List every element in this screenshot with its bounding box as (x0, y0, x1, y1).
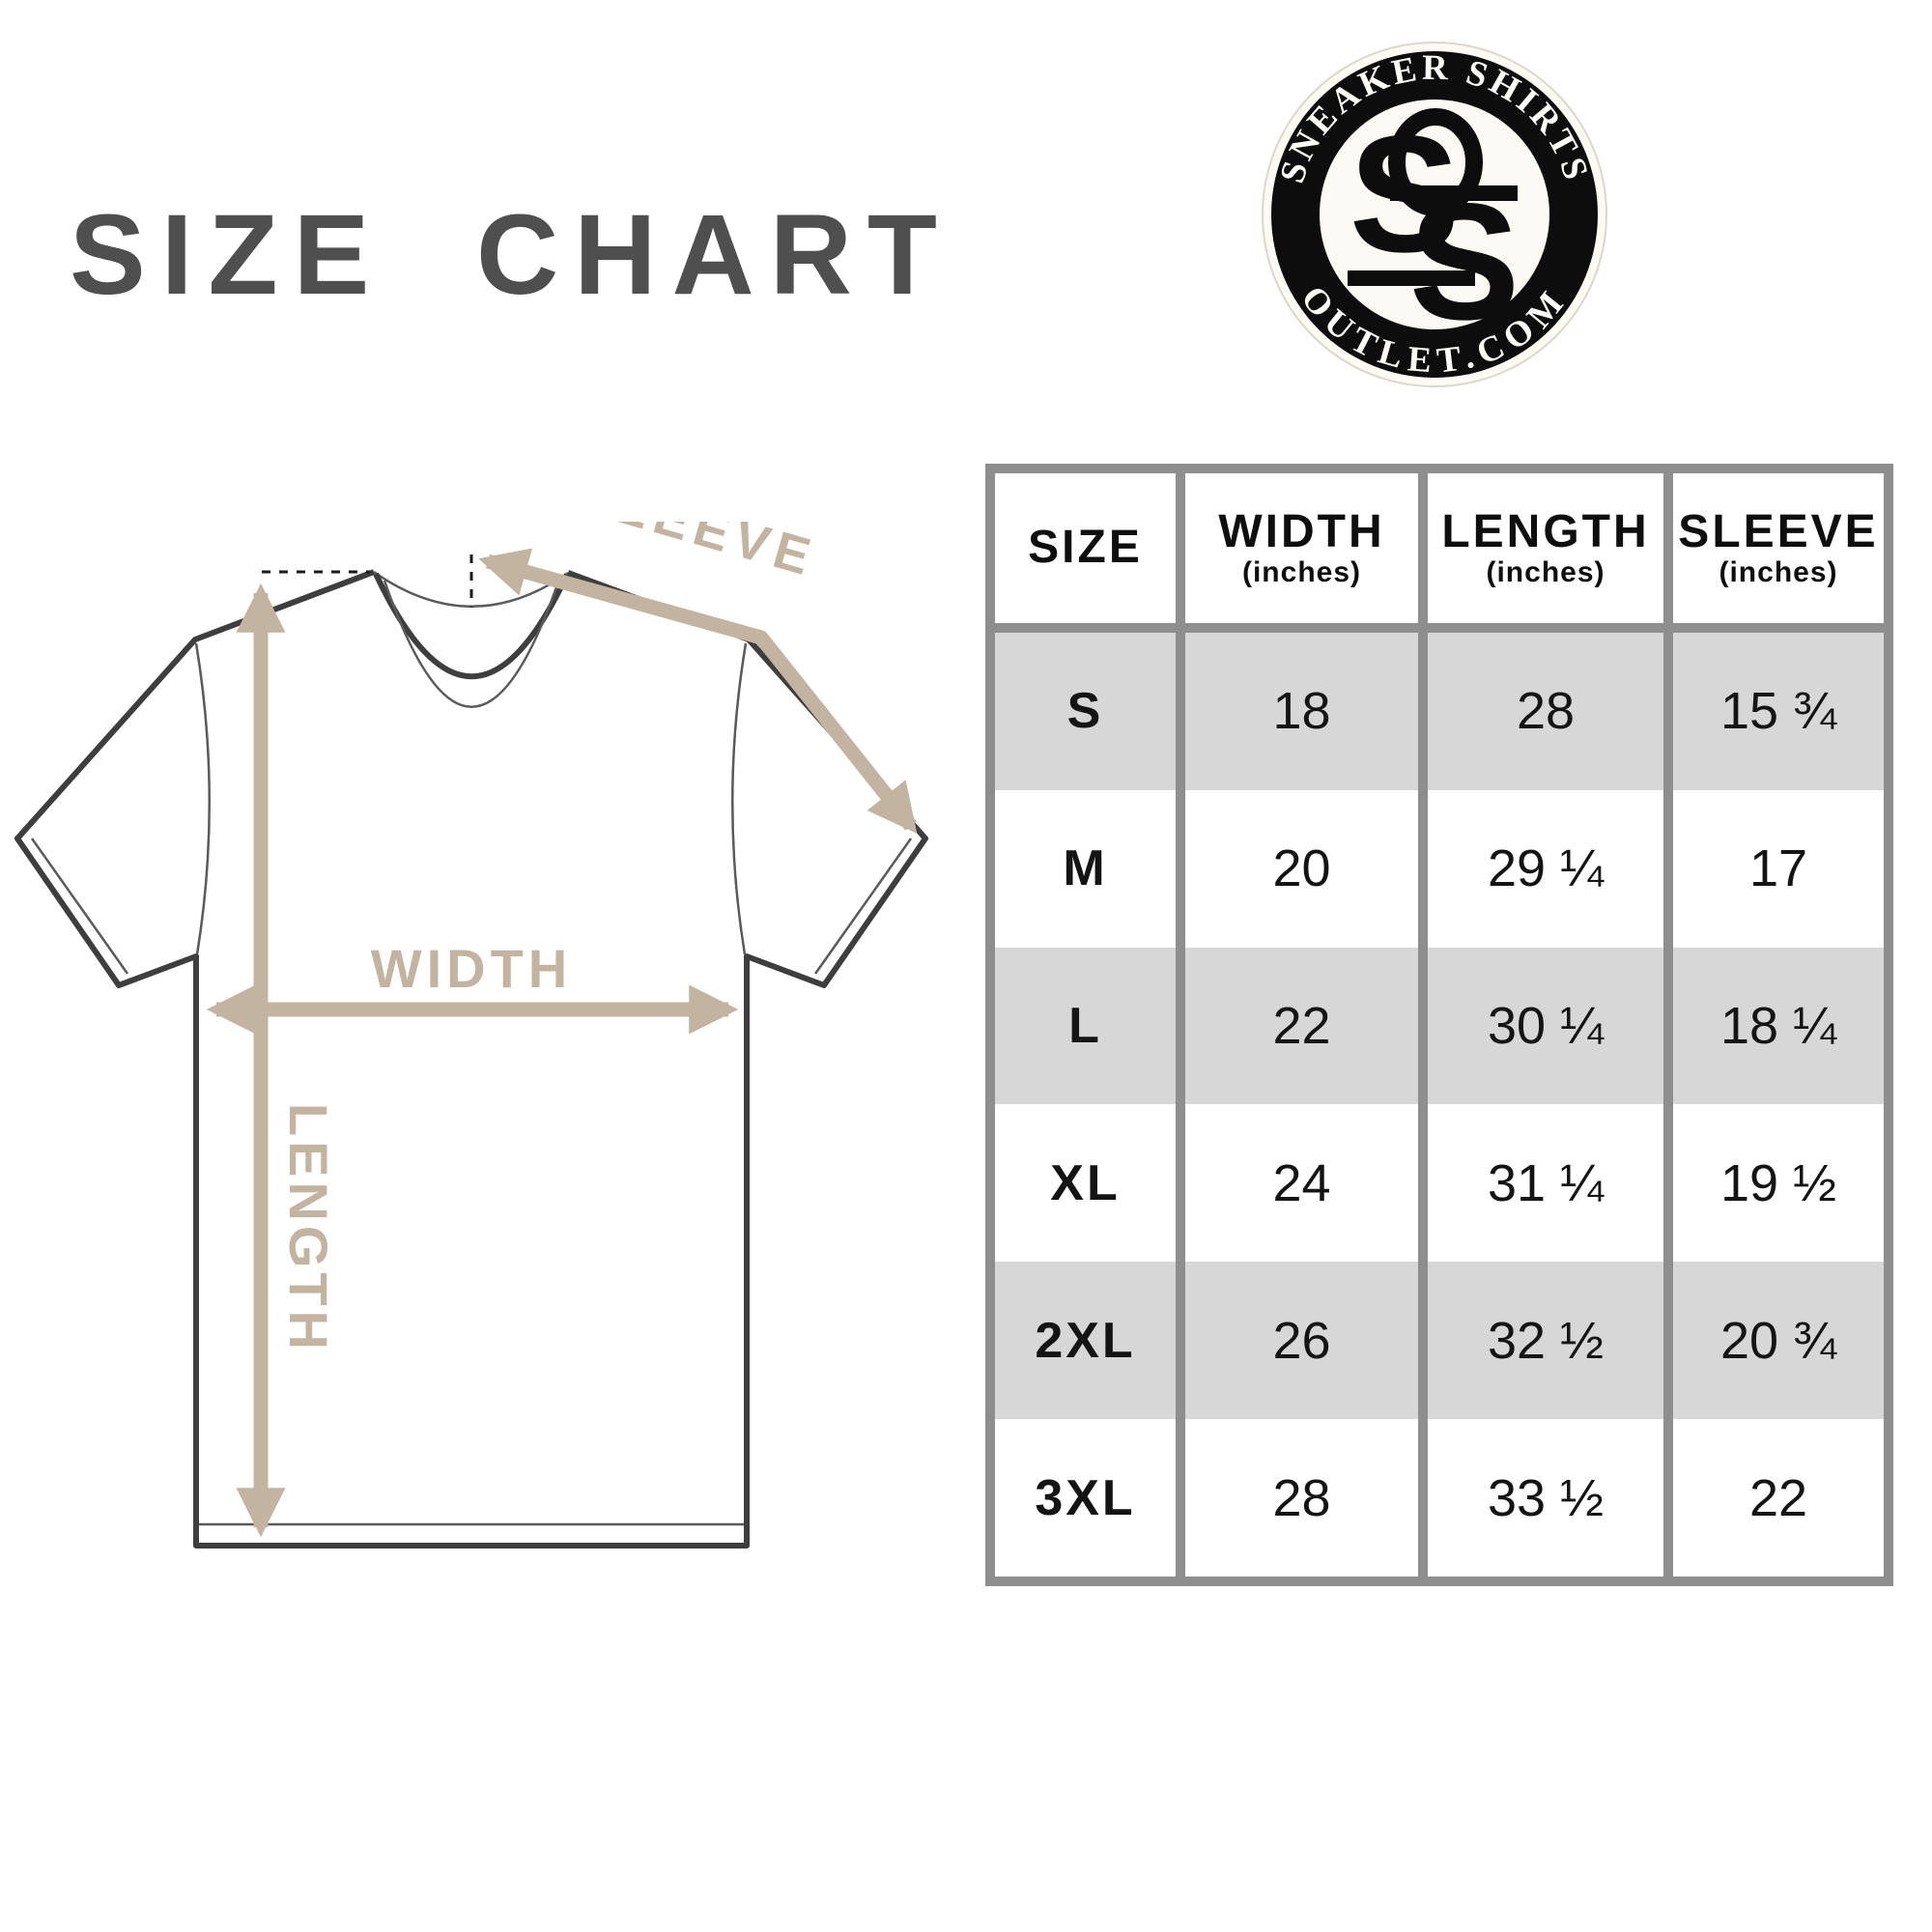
length-cell: 30 ¼ (1428, 947, 1663, 1105)
sleeve-arrow (478, 548, 918, 834)
monogram-s1: S (1350, 101, 1461, 287)
sleeve-cell: 19 ½ (1673, 1104, 1884, 1263)
length-cell: 31 ¼ (1428, 1104, 1663, 1263)
column-header-width: WIDTH (inches) (1185, 473, 1418, 633)
size-cell: S (995, 633, 1176, 790)
right-cuff-seam (813, 838, 913, 975)
width-cell: 18 (1185, 633, 1418, 790)
length-cell: 29 ¼ (1428, 789, 1663, 948)
sleeve-cell: 20 ¾ (1673, 1262, 1884, 1420)
monogram-o-ring (1388, 108, 1483, 216)
width-cell: 20 (1185, 789, 1418, 948)
sleeve-cell: 18 ¼ (1673, 947, 1884, 1105)
column-header-length: LENGTH (inches) (1428, 473, 1663, 633)
sso-monogram-icon: S S (1348, 101, 1520, 355)
width-label: WIDTH (371, 938, 573, 999)
column-header-label: WIDTH (1218, 505, 1385, 557)
left-armhole-seam (194, 642, 211, 955)
column-header-label: LENGTH (1441, 505, 1650, 557)
sleeve-label: SLEEVE (570, 522, 823, 588)
length-cell: 33 ½ (1428, 1419, 1663, 1577)
table-column-width: WIDTH (inches) 18 20 22 24 26 28 (1185, 473, 1418, 1577)
column-header-label: SIZE (1028, 522, 1143, 574)
size-cell: 3XL (995, 1419, 1176, 1577)
length-cell: 32 ½ (1428, 1262, 1663, 1420)
brand-logo: SNEAKER SHIRTS OUTLET.COM S S (1262, 42, 1607, 387)
sleeve-cell: 22 (1673, 1419, 1884, 1577)
page-title: SIZE CHART (70, 191, 952, 319)
column-header-sub: (inches) (1241, 556, 1362, 589)
width-cell: 24 (1185, 1104, 1418, 1263)
column-header-size: SIZE (995, 473, 1176, 633)
size-table: SIZE S M L XL 2XL 3XL WIDTH (inches) 18 … (985, 464, 1893, 1586)
size-cell: M (995, 789, 1176, 948)
width-cell: 22 (1185, 947, 1418, 1105)
monogram-bar-bottom (1348, 270, 1475, 286)
length-cell: 28 (1428, 633, 1663, 790)
monogram-s2: S (1409, 169, 1520, 355)
monogram-bar-top (1390, 185, 1518, 201)
table-column-sleeve: SLEEVE (inches) 15 ¾ 17 18 ¼ 19 ½ 20 ¾ 2… (1673, 473, 1884, 1577)
width-cell: 28 (1185, 1419, 1418, 1577)
length-label: LENGTH (278, 1103, 339, 1354)
column-header-sub: (inches) (1486, 556, 1605, 589)
sleeve-cell: 17 (1673, 789, 1884, 948)
size-cell: 2XL (995, 1262, 1176, 1420)
column-header-label: SLEEVE (1678, 505, 1879, 557)
width-cell: 26 (1185, 1262, 1418, 1420)
left-cuff-seam (30, 838, 129, 975)
table-column-size: SIZE S M L XL 2XL 3XL (995, 473, 1176, 1577)
column-header-sub: (inches) (1719, 556, 1838, 589)
size-cell: XL (995, 1104, 1176, 1263)
tshirt-measurement-diagram: WIDTH LENGTH SLEEVE (14, 522, 928, 1548)
size-cell: L (995, 947, 1176, 1105)
column-header-sleeve: SLEEVE (inches) (1673, 473, 1884, 633)
tshirt-body-fill (17, 572, 925, 1546)
table-column-length: LENGTH (inches) 28 29 ¼ 30 ¼ 31 ¼ 32 ½ 3… (1428, 473, 1663, 1577)
sleeve-cell: 15 ¾ (1673, 633, 1884, 790)
